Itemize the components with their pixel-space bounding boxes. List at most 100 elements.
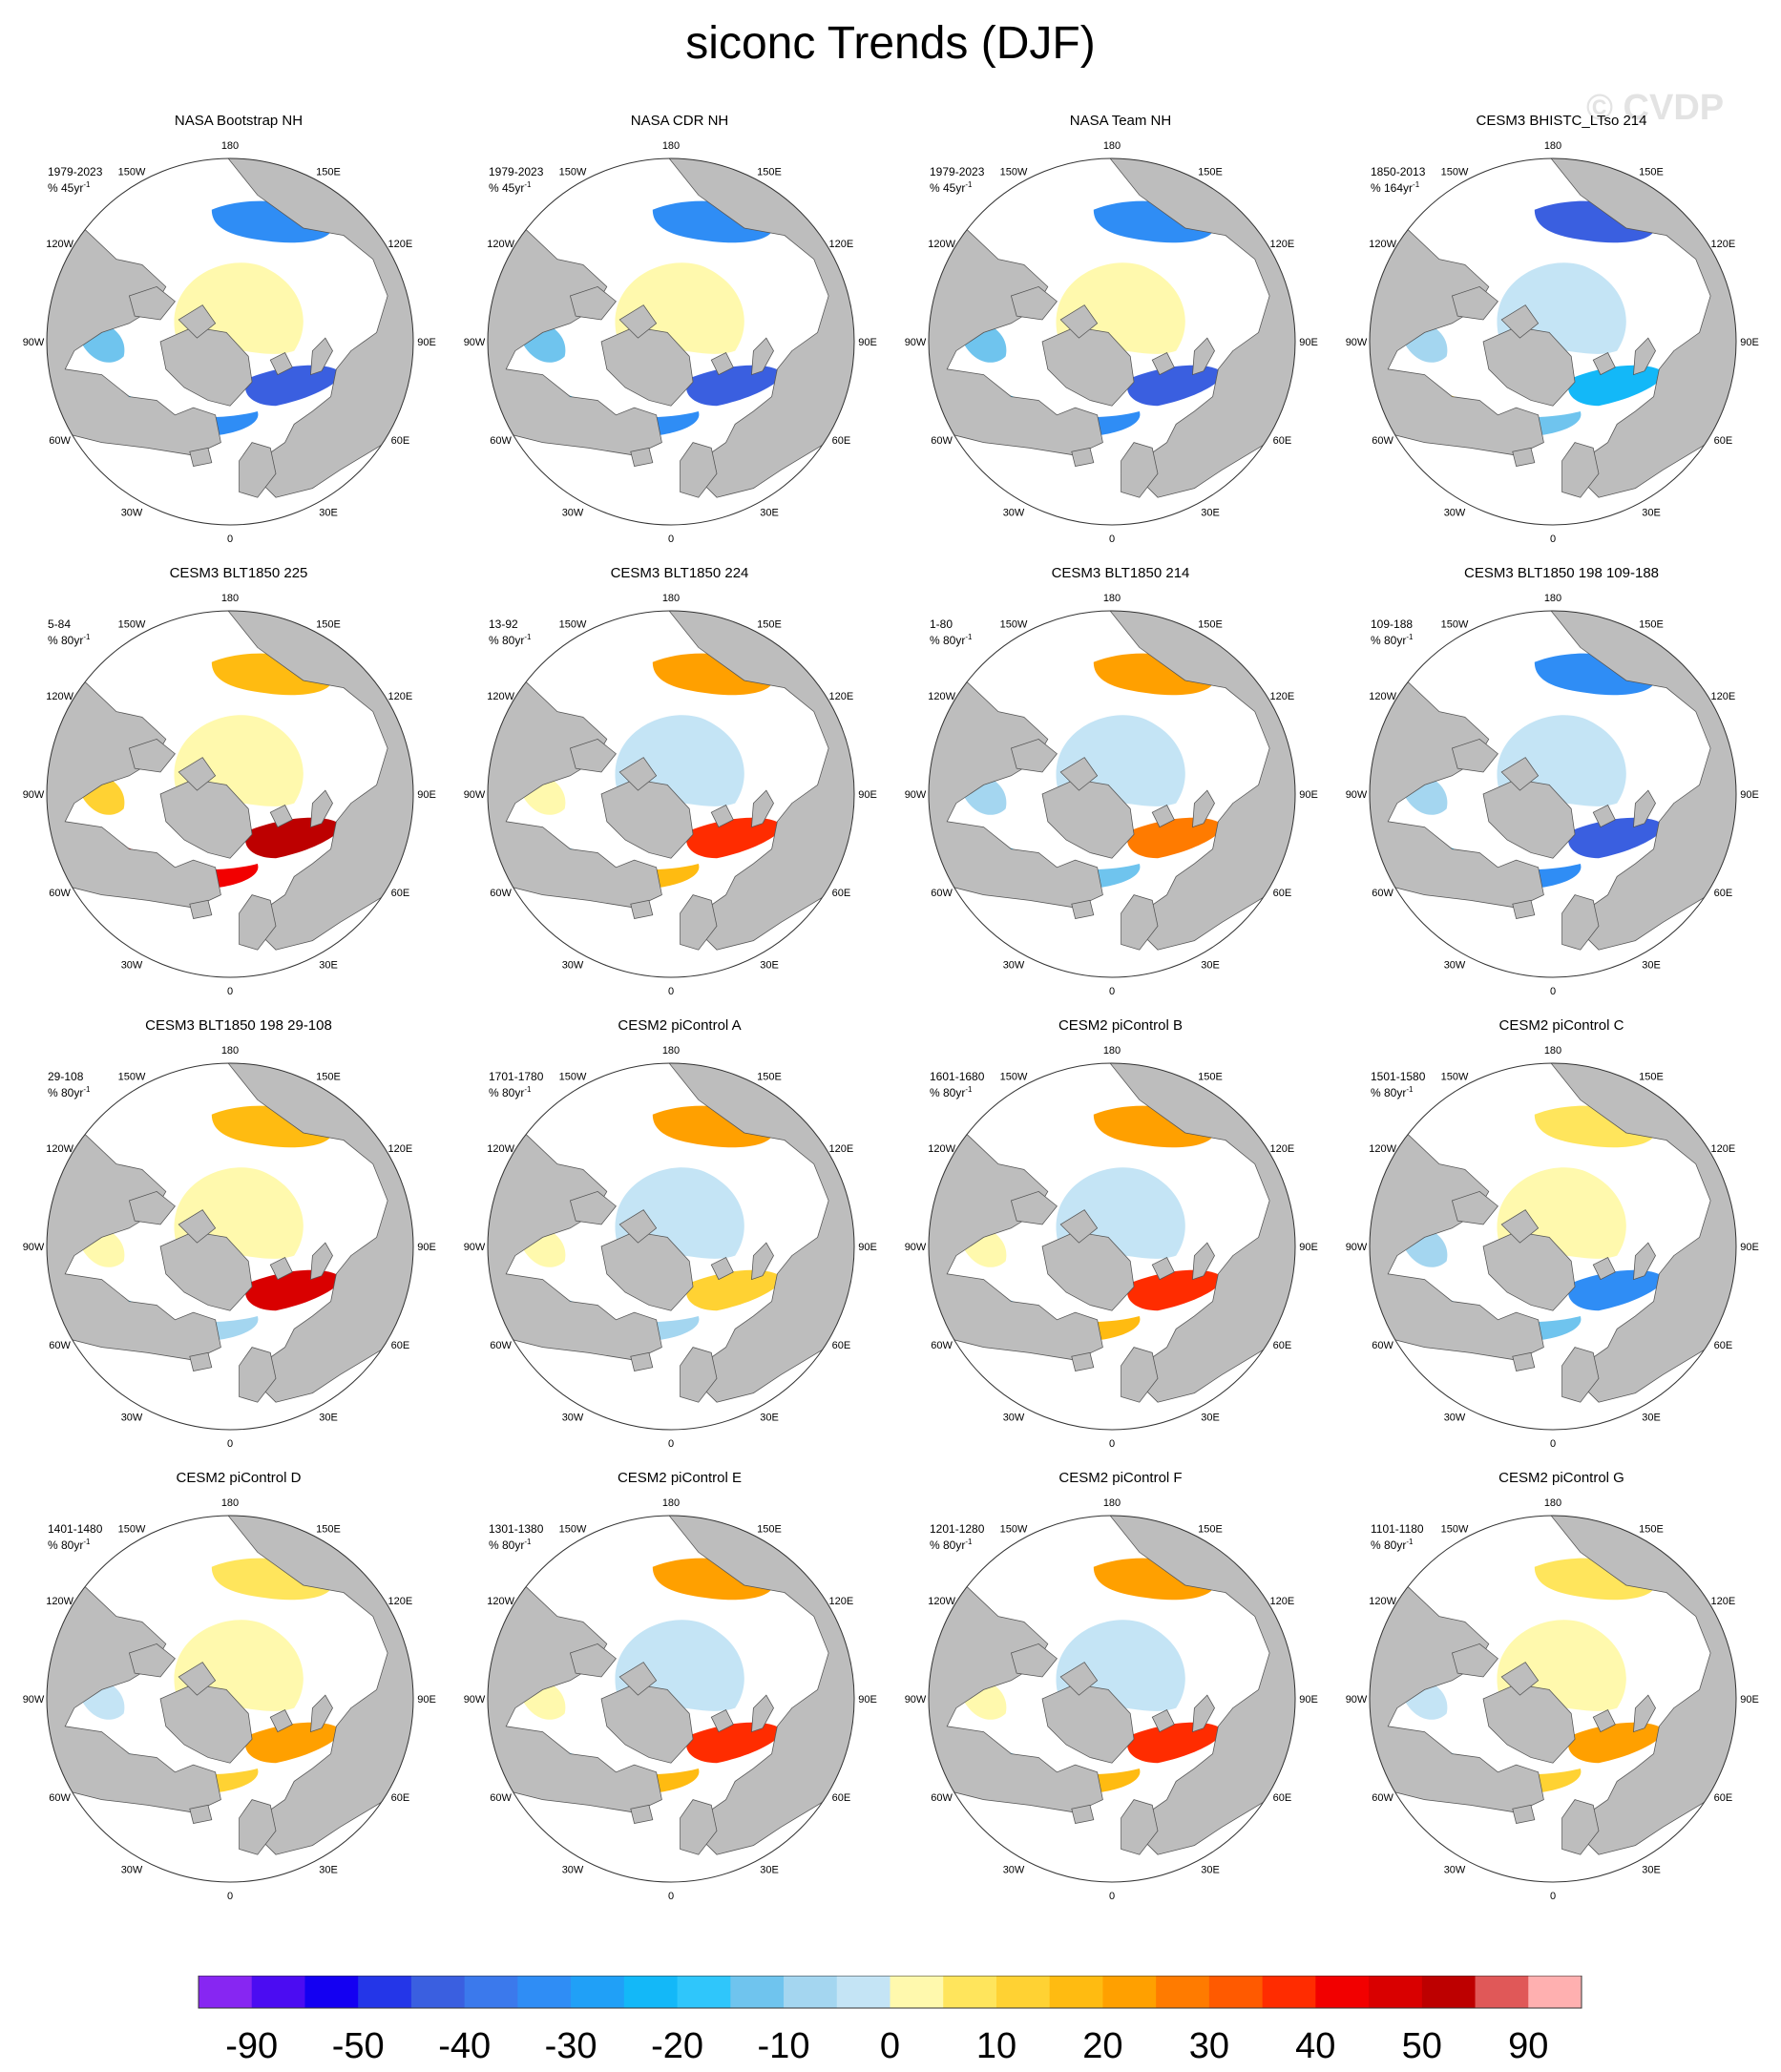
colorbar-swatch — [995, 1976, 1051, 2008]
land-mass — [751, 789, 774, 828]
land-mass — [600, 326, 694, 407]
longitude-label: 120W — [487, 691, 514, 702]
longitude-label: 120W — [487, 1143, 514, 1155]
land-mass — [618, 757, 658, 791]
colorbar-swatch — [1421, 1976, 1477, 2008]
panel-title: CESM2 piControl G — [1498, 1470, 1624, 1486]
panel-title: CESM2 piControl A — [618, 1017, 742, 1034]
period-unit: % 164yr-1 — [1371, 180, 1420, 195]
panel-title: CESM2 piControl B — [1058, 1017, 1184, 1034]
longitude-label: 120W — [487, 239, 514, 250]
panel-title: CESM3 BLT1850 198 29-108 — [145, 1017, 332, 1034]
map-panel: CESM2 piControl B 1601-1680 % 80yr-1 180 150… — [905, 1017, 1361, 1466]
longitude-label: 120W — [1369, 239, 1396, 250]
longitude-label: 90E — [1299, 1242, 1318, 1253]
map-panel: NASA CDR NH 1979-2023 % 45yr-1 180 150E 120E 9… — [464, 113, 920, 561]
longitude-label: 120W — [928, 691, 955, 702]
land-mass — [310, 789, 333, 828]
longitude-label: 30E — [1201, 507, 1220, 518]
longitude-label: 180 — [662, 1497, 680, 1509]
longitude-label: 30W — [1003, 959, 1025, 971]
colorbar-swatch — [1102, 1976, 1157, 2008]
period-unit: % 80yr-1 — [48, 633, 91, 647]
map-border — [1369, 610, 1737, 978]
land-mass — [929, 1551, 1103, 1813]
longitude-label: 0 — [1550, 986, 1556, 997]
longitude-label: 60E — [1714, 888, 1733, 899]
land-mass — [1071, 1351, 1095, 1372]
longitude-label: 60E — [1273, 1340, 1292, 1351]
longitude-label: 150W — [1441, 1072, 1469, 1083]
longitude-label: 180 — [221, 140, 239, 152]
land-mass — [269, 805, 293, 828]
longitude-label: 150W — [1000, 1524, 1028, 1536]
longitude-label: 150E — [1639, 1524, 1664, 1536]
longitude-label: 120W — [1369, 1143, 1396, 1155]
longitude-label: 0 — [668, 1891, 674, 1902]
longitude-label: 150W — [559, 1072, 587, 1083]
longitude-label: 30W — [121, 1412, 143, 1423]
trend-region-barents — [1568, 1269, 1667, 1311]
longitude-label: 30W — [562, 1864, 584, 1875]
panel-period: 1101-1180 % 80yr-1 — [1371, 1522, 1424, 1552]
panel-title: CESM2 piControl D — [176, 1470, 302, 1486]
longitude-label: 30W — [562, 1412, 584, 1423]
longitude-label: 90E — [1299, 789, 1318, 801]
period-years: 109-188 — [1371, 617, 1414, 631]
longitude-label: 60W — [490, 1792, 512, 1804]
land-mass — [1059, 304, 1099, 339]
longitude-label: 120W — [928, 1596, 955, 1607]
longitude-label: 30E — [319, 959, 338, 971]
period-years: 1201-1280 — [930, 1522, 985, 1536]
longitude-label: 60W — [490, 888, 512, 899]
map-panel: CESM2 piControl F 1201-1280 % 80yr-1 180 150… — [905, 1470, 1361, 1918]
longitude-label: 180 — [1103, 140, 1121, 152]
map-border — [487, 1062, 855, 1431]
longitude-label: 30E — [760, 507, 779, 518]
polar-map: 180 150E 120E 90E 60E 30E 0 30W 60W 90W 120W 150W — [1346, 593, 1759, 997]
land-mass — [178, 304, 217, 339]
land-mass — [1121, 894, 1159, 951]
land-mass — [1561, 894, 1600, 951]
land-mass — [1121, 442, 1159, 498]
longitude-label: 90E — [858, 1694, 877, 1706]
period-years: 1301-1380 — [489, 1522, 544, 1536]
colorbar-swatch — [251, 1976, 305, 2008]
longitude-label: 150W — [559, 1524, 587, 1536]
panel-period: 1979-2023 % 45yr-1 — [489, 165, 543, 195]
map-border — [928, 610, 1296, 978]
land-mass — [751, 1242, 774, 1281]
longitude-label: 0 — [227, 1438, 233, 1450]
colorbar-swatch — [464, 1976, 518, 2008]
longitude-label: 150W — [1000, 167, 1028, 178]
longitude-label: 150W — [1441, 1524, 1469, 1536]
land-mass — [1482, 1231, 1576, 1311]
polar-map: 180 150E 120E 90E 60E 30E 0 30W 60W 90W 120W 150W — [1346, 1497, 1759, 1902]
period-unit: % 80yr-1 — [930, 1538, 973, 1552]
longitude-label: 90W — [23, 337, 45, 348]
land-mass — [1482, 326, 1576, 407]
panel-period: 1501-1580 % 80yr-1 — [1371, 1070, 1425, 1099]
period-years: 1501-1580 — [1371, 1070, 1426, 1083]
longitude-label: 30E — [760, 1864, 779, 1875]
land-mass — [488, 1099, 662, 1361]
trend-region-barents — [245, 1722, 345, 1764]
longitude-label: 30W — [121, 507, 143, 518]
longitude-label: 150W — [1000, 619, 1028, 631]
land-mass — [1151, 1257, 1175, 1281]
map-border — [487, 610, 855, 978]
longitude-label: 150E — [1198, 167, 1223, 178]
map-border — [46, 1062, 414, 1431]
panel-period: 109-188 % 80yr-1 — [1371, 617, 1413, 647]
longitude-label: 30W — [562, 959, 584, 971]
panel-title: CESM2 piControl F — [1058, 1470, 1183, 1486]
colorbar-swatch — [1208, 1976, 1264, 2008]
land-mass — [1500, 757, 1540, 791]
land-mass — [1121, 1347, 1159, 1403]
map-border — [1369, 157, 1737, 526]
land-mass — [680, 442, 718, 498]
longitude-label: 30W — [562, 507, 584, 518]
longitude-label: 180 — [1544, 1045, 1561, 1057]
longitude-label: 90W — [464, 1694, 486, 1706]
longitude-label: 90W — [1346, 1242, 1368, 1253]
